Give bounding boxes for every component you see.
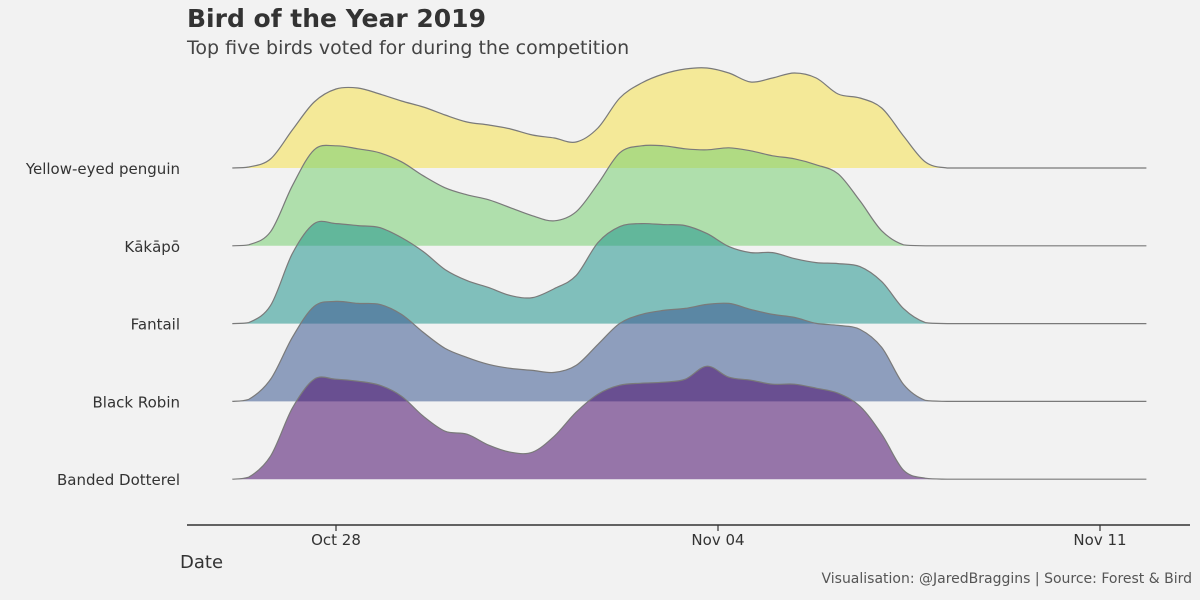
y-labels-group: Yellow-eyed penguin Kākāpō Fantail Black Ro… — [25, 160, 180, 489]
ridge-area-fantail — [232, 221, 1147, 324]
ridge-area-yellow-eyed-penguin — [232, 67, 1147, 168]
ridge-line-kakapo — [232, 144, 1147, 247]
x-tick-label: Oct 28 — [311, 531, 361, 549]
ridge-area-kakapo — [232, 145, 1147, 246]
ridge-area-black-robin — [232, 301, 1147, 402]
y-label-banded-dotterel: Banded Dotterel — [57, 471, 180, 489]
x-ticks-group: Oct 28 Nov 04 Nov 11 — [311, 525, 1127, 549]
caption: Visualisation: @JaredBraggins | Source: … — [821, 571, 1192, 587]
ridge-area-banded-dotterel — [232, 366, 1147, 480]
ridge-line-yellow-eyed-penguin — [232, 67, 1147, 169]
chart-subtitle: Top five birds voted for during the comp… — [187, 37, 630, 59]
y-label-kakapo: Kākāpō — [124, 238, 180, 256]
ridges-group — [232, 67, 1147, 480]
y-label-black-robin: Black Robin — [93, 393, 180, 411]
x-tick-label: Nov 11 — [1073, 531, 1126, 549]
y-label-yellow-eyed-penguin: Yellow-eyed penguin — [25, 160, 180, 178]
x-axis-title: Date — [180, 552, 223, 573]
ridge-line-fantail — [232, 220, 1147, 325]
chart-title: Bird of the Year 2019 — [187, 4, 486, 33]
x-tick-label: Nov 04 — [691, 531, 744, 549]
y-label-fantail: Fantail — [131, 316, 180, 334]
ridge-line-black-robin — [232, 300, 1147, 402]
ridge-line-banded-dotterel — [232, 365, 1147, 480]
